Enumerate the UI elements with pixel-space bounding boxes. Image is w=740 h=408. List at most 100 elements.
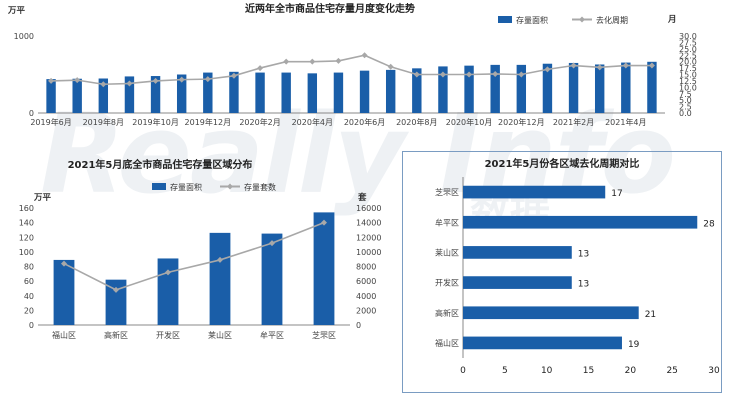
chart1-y2-tick: 7.5 — [679, 90, 692, 99]
chart2-y-tick: 20 — [24, 306, 34, 315]
chart2-count-point — [321, 219, 327, 226]
chart2-y-tick: 100 — [19, 248, 34, 257]
chart1-bar — [229, 71, 239, 113]
chart1-cycle-point — [361, 52, 368, 59]
chart1-y2label: 月 — [667, 15, 677, 25]
chart1-y2-tick: 17.5 — [679, 64, 697, 73]
chart2-bar — [53, 259, 75, 325]
chart2-y-tick: 60 — [24, 277, 34, 286]
chart1-bar — [46, 79, 56, 113]
chart3-data-label: 17 — [611, 189, 622, 199]
chart1-bar — [359, 70, 370, 113]
chart1-y2-tick: 30.0 — [679, 32, 697, 41]
chart3-bar — [463, 215, 698, 229]
chart1-bar — [647, 61, 657, 113]
chart1-x-tick: 2019年12月 — [185, 117, 232, 127]
chart1-x-tick: 2020年2月 — [239, 117, 280, 127]
chart2-x-tick: 牟平区 — [260, 330, 284, 340]
chart3-y-tick: 牟平区 — [435, 217, 459, 227]
chart1-bar — [333, 72, 344, 113]
chart3-y-tick: 芝罘区 — [435, 187, 459, 197]
chart1-bar — [150, 76, 161, 113]
chart1-x-tick: 2020年12月 — [498, 117, 545, 127]
chart3-x-tick: 10 — [541, 366, 553, 376]
chart2-legend: 存量面积 存量套数 — [152, 182, 276, 192]
chart1-bar — [412, 68, 422, 113]
chart3-y-tick: 莱山区 — [435, 247, 459, 257]
chart2-x-tick: 芝罘区 — [312, 330, 336, 340]
chart1-y2-tick: 27.5 — [679, 38, 697, 47]
chart1-bar — [385, 69, 396, 113]
chart1-ylabel: 万平 — [7, 6, 26, 16]
chart1-x-tick: 2020年6月 — [344, 117, 385, 127]
chart1-x-tick: 2019年8月 — [83, 117, 124, 127]
chart2-title: 2021年5月底全市商品住宅存量区域分布 — [68, 158, 253, 171]
chart1-x-tick: 2021年2月 — [553, 117, 594, 127]
chart1-y2-tick: 25.0 — [679, 45, 697, 54]
chart1-cycle-point — [335, 57, 342, 64]
cycle-comparison-panel — [402, 151, 722, 393]
chart2-y2-tick: 14000 — [356, 219, 381, 228]
chart1-cycle-line — [51, 54, 652, 86]
monthly-trend-chart: 近两年全市商品住宅存量月度变化走势 万平 月 存量面积 去化周期 0 1000 0.… — [7, 2, 697, 127]
chart3-y-tick: 开发区 — [435, 278, 459, 288]
chart1-bar — [490, 64, 500, 113]
legend-bar-swatch — [498, 16, 512, 23]
chart3-y-tick: 高新区 — [435, 308, 459, 318]
chart2-y2-tick: 16000 — [356, 204, 381, 213]
chart1-cycle-point — [152, 77, 159, 84]
chart1-bar — [542, 63, 553, 113]
chart1-cycle-point — [622, 62, 629, 69]
chart1-y-tick: 1000 — [14, 32, 34, 41]
chart1-y2-tick: 5.0 — [679, 96, 692, 105]
chart1-y2-tick: 15.0 — [679, 71, 697, 80]
chart2-y2-tick: 12000 — [356, 233, 381, 242]
chart1-cycle-point — [100, 81, 107, 88]
legend-line-label: 存量套数 — [244, 182, 276, 192]
chart1-y2-tick: 10.0 — [679, 83, 697, 92]
chart1-cycle-point — [413, 71, 420, 78]
chart1-x-tick: 2021年4月 — [605, 117, 646, 127]
chart3-x-tick: 15 — [583, 366, 594, 376]
chart1-cycle-point — [230, 72, 237, 79]
chart1-title: 近两年全市商品住宅存量月度变化走势 — [245, 2, 415, 15]
chart2-y-tick: 160 — [19, 204, 34, 213]
legend-bar-label: 存量面积 — [170, 182, 202, 192]
chart2-y2-tick: 4000 — [356, 292, 376, 301]
chart1-x-tick: 2020年10月 — [446, 117, 493, 127]
chart1-cycle-point — [544, 66, 551, 73]
chart1-bar — [594, 64, 605, 113]
chart3-x-tick: 0 — [460, 366, 466, 376]
chart1-x-tick: 2020年8月 — [396, 117, 437, 127]
chart3-x-tick: 5 — [502, 366, 508, 376]
chart3-data-label: 21 — [645, 310, 656, 320]
legend-line-label: 去化周期 — [596, 15, 628, 25]
chart1-legend: 存量面积 去化周期 — [498, 15, 628, 25]
chart1-cycle-point — [178, 76, 185, 83]
legend-bar-swatch — [152, 183, 166, 190]
chart1-cycle-point — [466, 71, 473, 78]
chart1-bar — [176, 74, 187, 113]
chart1-bar — [98, 78, 109, 113]
chart1-cycle-point — [387, 63, 394, 70]
chart3-bar — [463, 246, 572, 259]
chart3-x-tick: 20 — [625, 366, 637, 376]
chart1-bar — [72, 78, 82, 113]
chart1-bar — [438, 66, 448, 113]
chart1-cycle-point — [439, 71, 446, 78]
chart2-y2-tick: 0 — [356, 321, 361, 330]
chart2-bar — [157, 258, 179, 325]
chart2-bar — [209, 232, 231, 325]
chart2-count-point — [269, 240, 275, 247]
chart1-y2-tick: 12.5 — [679, 77, 697, 86]
chart1-bar — [281, 72, 291, 113]
chart1-bar — [621, 62, 631, 113]
chart1-y2-tick: 20.0 — [679, 58, 697, 67]
chart1-y2-tick: 22.5 — [679, 51, 697, 60]
chart3-bar — [463, 336, 622, 350]
chart1-cycle-point — [204, 76, 211, 83]
chart1-cycle-point — [283, 58, 290, 65]
chart2-y-tick: 120 — [19, 233, 34, 242]
chart1-bar — [307, 73, 318, 113]
district-distribution-chart: 2021年5月底全市商品住宅存量区域分布 万平 套 存量面积 存量套数 0 20 4… — [19, 158, 382, 340]
